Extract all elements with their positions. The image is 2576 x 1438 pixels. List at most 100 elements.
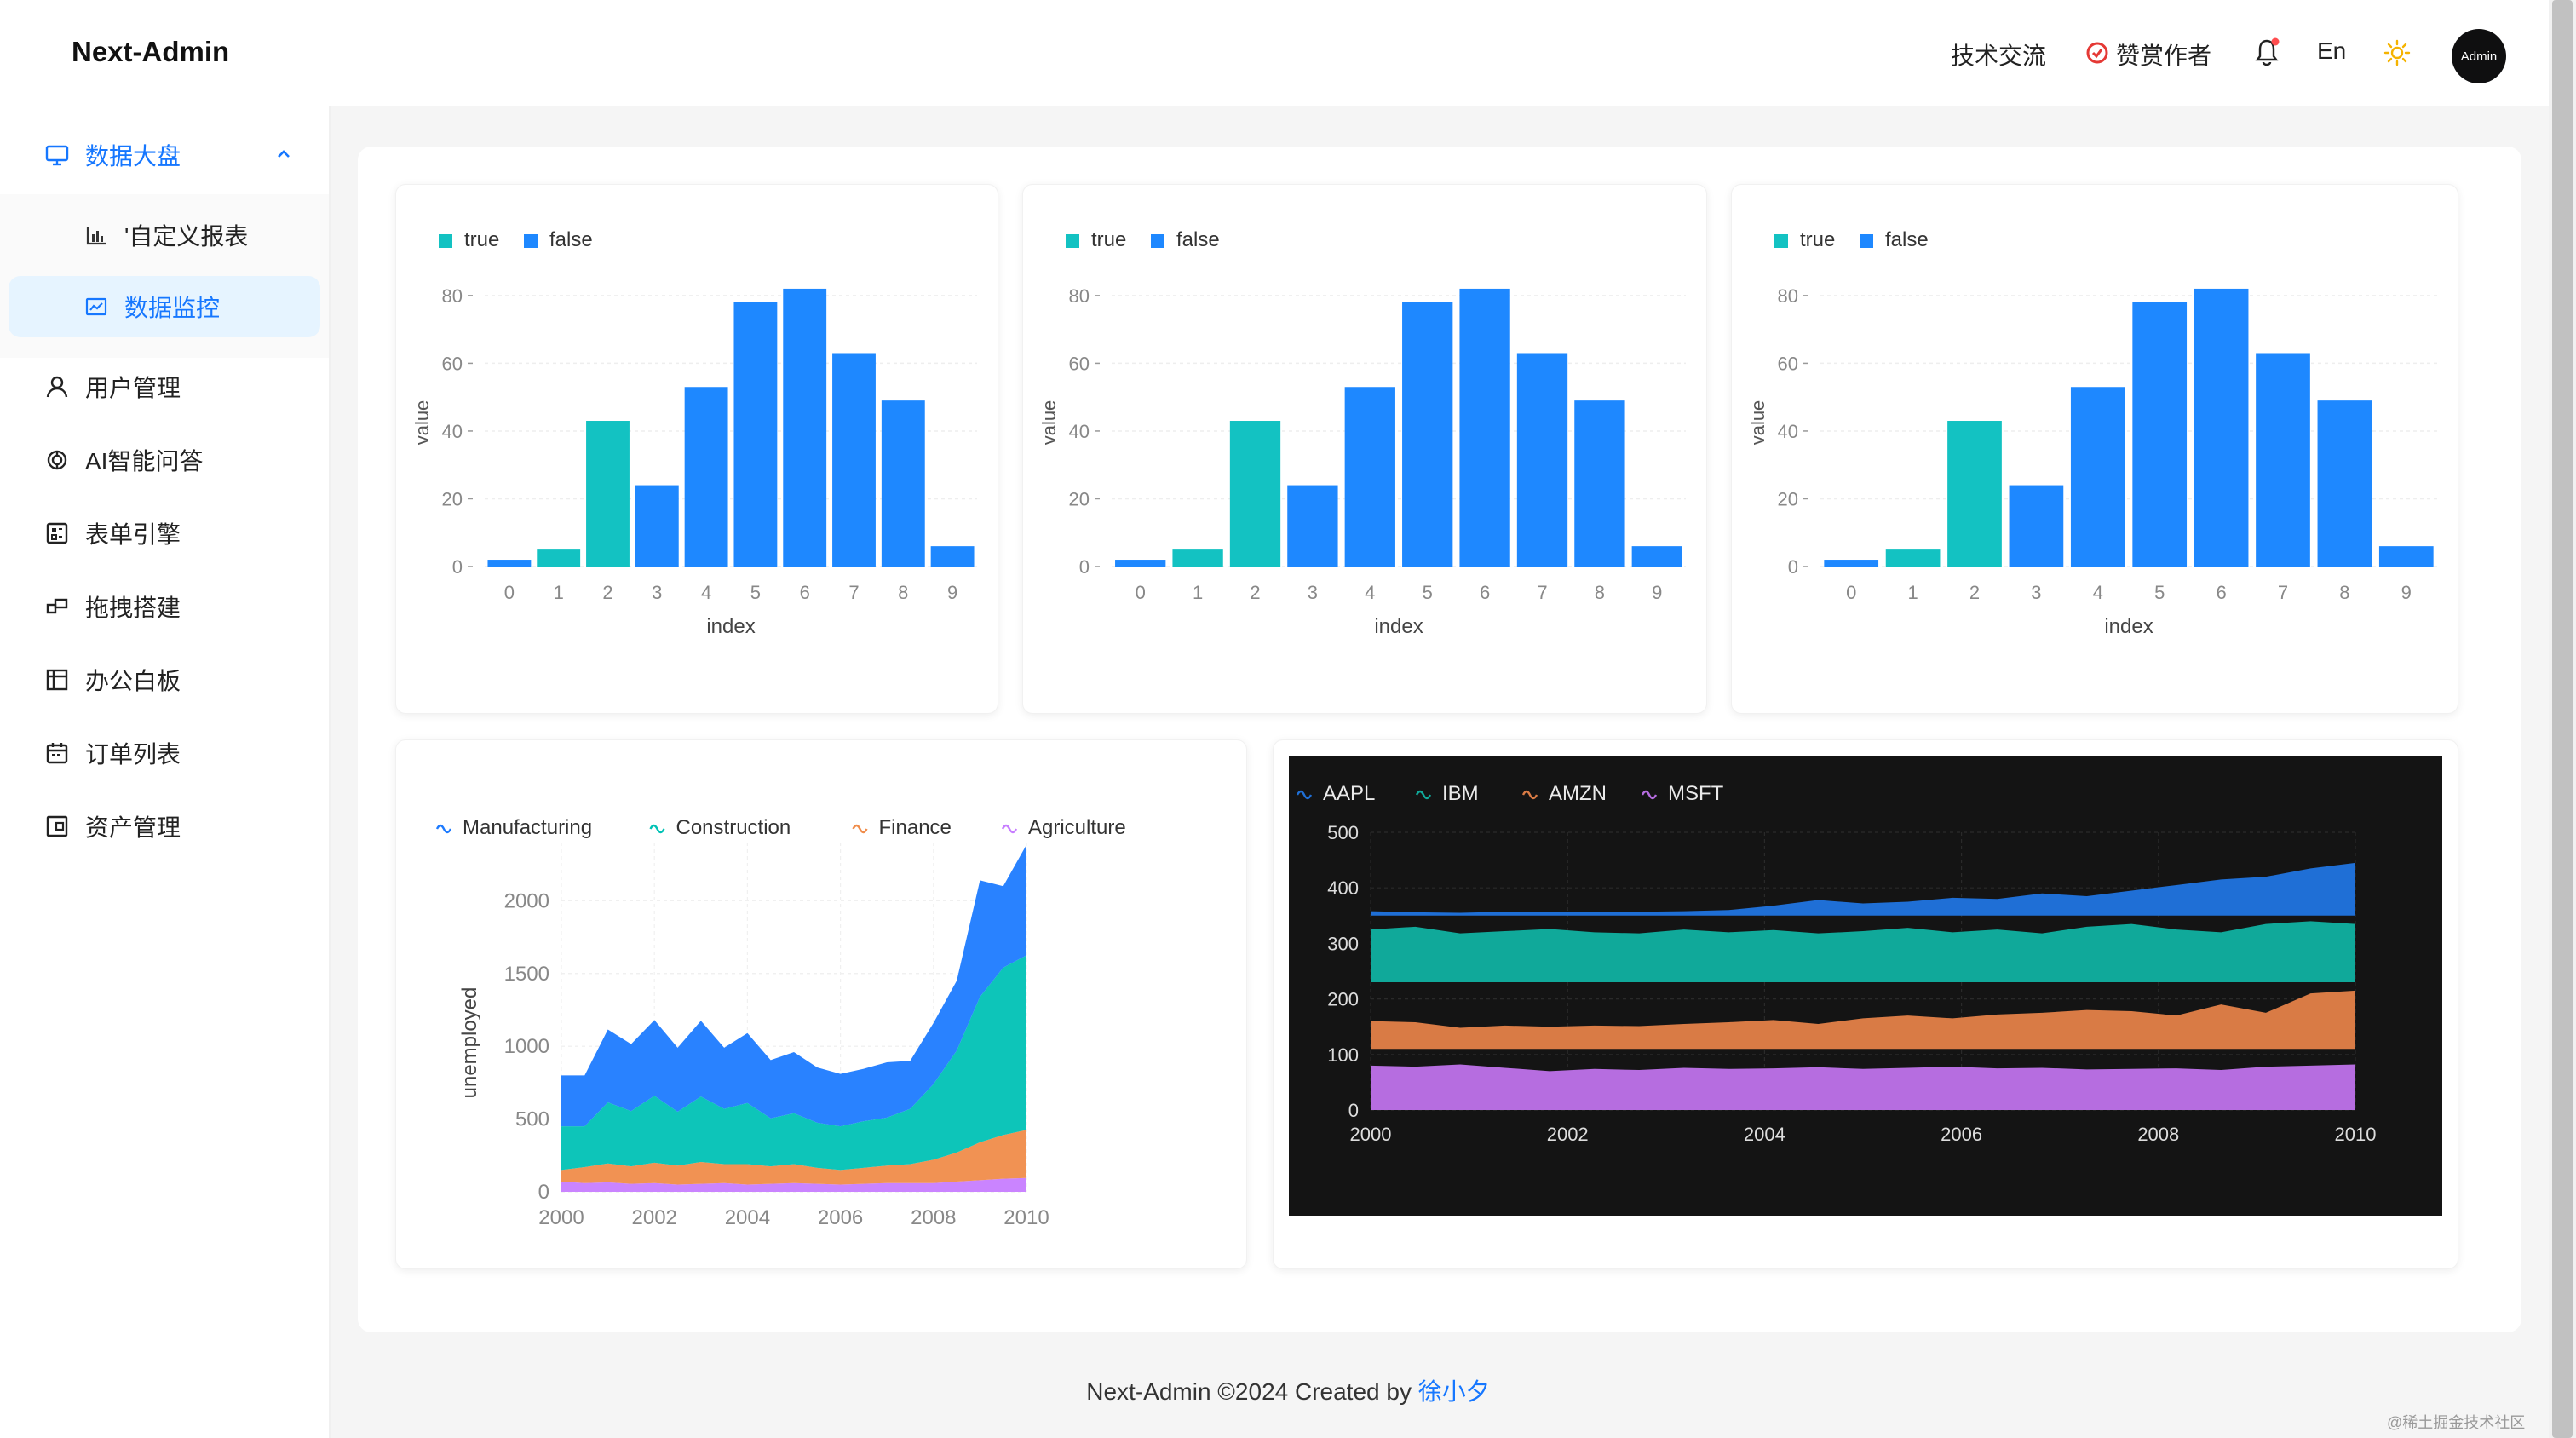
y-tick-label: 1000 [504,1035,549,1058]
legend-label: Agriculture [1028,816,1126,839]
sidebar-item-custom-report[interactable]: '自定义报表 [0,204,329,266]
legend-label-false: false [549,228,593,251]
bar [733,302,778,567]
dark-chart-background [1289,756,2442,1216]
bar [635,485,679,567]
x-tick-label: 3 [2031,582,2041,603]
legend-swatch-false [1151,234,1164,248]
x-tick-label: 6 [1480,582,1490,603]
legend-swatch [852,824,868,834]
bell-icon[interactable] [2254,37,2280,71]
x-tick-label: 2008 [911,1206,956,1229]
legend-swatch-false [1860,234,1873,248]
scrollbar[interactable] [2549,0,2576,1438]
x-tick-label: 6 [2216,582,2226,603]
y-tick-label: 20 [1778,488,1798,509]
openai-icon [44,447,70,473]
monitor-icon [44,142,70,168]
y-tick-label: 200 [1327,989,1359,1010]
bar [1287,485,1338,567]
reward-icon [2085,41,2109,69]
reward-author-link[interactable]: 赞赏作者 [2116,43,2212,69]
legend-swatch [1521,790,1538,800]
sidebar-item-label: 数据大盘 [85,143,181,170]
y-tick-label: 40 [1069,421,1090,442]
x-tick-label: 6 [800,582,810,603]
sidebar-item-ai-qa[interactable]: AI智能问答 [0,429,329,491]
sidebar-item-whiteboard[interactable]: 办公白板 [0,649,329,710]
x-tick-label: 1 [1193,582,1203,603]
sidebar-item-orders[interactable]: 订单列表 [0,722,329,784]
footer-author-link[interactable]: 徐小夕 [1417,1378,1490,1405]
unemployment-chart-card: Manufacturing Construction Finance Agricult… [395,739,1247,1269]
scrollbar-thumb[interactable] [2552,0,2573,1438]
x-tick-label: 2000 [1350,1124,1392,1145]
y-tick-label: 1500 [504,963,549,986]
x-tick-label: 7 [1537,582,1547,603]
sidebar-item-assets[interactable]: 资产管理 [0,796,329,857]
language-toggle[interactable]: En [2317,37,2347,64]
line-chart-icon [85,296,107,318]
x-tick-label: 2002 [632,1206,677,1229]
tech-exchange-link[interactable]: 技术交流 [1951,43,2047,69]
avatar[interactable]: Admin [2452,29,2506,83]
bar [1947,421,2002,567]
y-tick-label: 100 [1327,1044,1359,1066]
y-tick-label: 2000 [504,889,549,912]
bar [537,549,581,567]
legend-label: IBM [1442,782,1479,805]
x-tick-label: 9 [947,582,957,603]
app-logo[interactable]: Next-Admin [72,36,230,67]
area-amzn [1371,990,2355,1050]
y-tick-label: 400 [1327,877,1359,899]
bar [2132,302,2188,567]
legend-label: Finance [879,816,952,839]
bar [2256,353,2310,567]
legend-swatch-false [524,234,538,248]
bar [783,288,827,567]
y-tick-label: 60 [1778,353,1798,374]
y-tick-label: 0 [1788,556,1798,578]
x-tick-label: 7 [2278,582,2288,603]
sidebar-item-dashboard[interactable]: 数据大盘 [0,124,329,186]
sidebar-item-users[interactable]: 用户管理 [0,356,329,417]
area-msft [1371,1064,2355,1110]
x-tick-label: 2010 [2335,1124,2377,1145]
x-tick-label: 8 [1595,582,1605,603]
bar-chart-card-3: true false 0 20 40 60 80 value 0 1 2 3 4 5 6 7 8 9 index [1731,184,2458,714]
area-ibm [1371,921,2355,983]
y-axis-label: unemployed [458,987,481,1099]
bar [1459,288,1510,567]
form-icon [44,521,70,546]
sidebar-item-label: 办公白板 [85,668,181,694]
user-icon [44,374,70,400]
bar [1885,549,1941,567]
chevron-up-icon [274,145,293,168]
sidebar-item-label: 资产管理 [85,814,181,841]
x-tick-label: 4 [2093,582,2103,603]
x-tick-label: 9 [1652,582,1662,603]
bar [832,353,876,567]
sidebar-item-drag-build[interactable]: 拖拽搭建 [0,576,329,637]
bar-chart-3: true false 0 20 40 60 80 value 0 1 2 3 4 5 6 7 8 9 index [1747,228,2437,638]
sidebar-item-data-monitor[interactable]: 数据监控 [9,276,320,337]
x-tick-label: 0 [1136,582,1146,603]
x-tick-label: 4 [1365,582,1375,603]
sun-icon[interactable] [2383,39,2411,71]
bar [1115,560,1166,567]
legend-swatch [1641,790,1658,800]
legend-swatch [1296,790,1313,800]
sidebar-item-label: 拖拽搭建 [85,595,181,621]
x-tick-label: 3 [1308,582,1318,603]
bar [1574,400,1625,567]
bar [930,546,975,567]
y-tick-label: 20 [442,488,463,509]
x-tick-label: 8 [898,582,908,603]
legend-label: AMZN [1549,782,1607,805]
y-tick-label: 500 [515,1108,549,1131]
x-tick-label: 2 [1250,582,1260,603]
sidebar-item-form-engine[interactable]: 表单引擎 [0,503,329,564]
legend-swatch [649,824,665,834]
bar [1229,421,1281,567]
legend-label-true: true [464,228,499,251]
